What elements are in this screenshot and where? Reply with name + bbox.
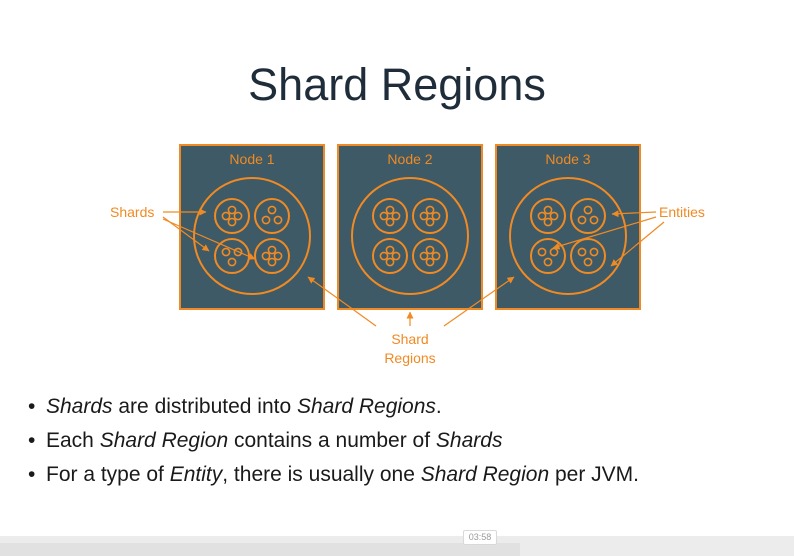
shard xyxy=(372,198,408,234)
entity xyxy=(543,257,553,267)
entity xyxy=(583,205,593,215)
bullet-item: • Shards are distributed into Shard Regio… xyxy=(28,395,442,418)
entity xyxy=(267,205,277,215)
slide-title: Shard Regions xyxy=(248,59,546,110)
shards-arrow-3 xyxy=(162,218,256,260)
shard xyxy=(570,238,606,274)
entity xyxy=(379,251,389,261)
shard-region xyxy=(351,177,469,295)
shards-label: Shards xyxy=(110,204,154,220)
shard xyxy=(570,198,606,234)
entity xyxy=(577,215,587,225)
entity xyxy=(379,211,389,221)
bullet-run: Shards xyxy=(46,395,113,418)
bullet-run: Entity xyxy=(169,463,223,486)
bullet-run: Each xyxy=(46,429,100,452)
entity xyxy=(589,247,599,257)
node-box xyxy=(337,144,483,310)
entity xyxy=(431,251,441,261)
entity xyxy=(425,205,435,215)
entity xyxy=(549,211,559,221)
entity xyxy=(425,217,435,227)
entity xyxy=(431,211,441,221)
shard-region xyxy=(193,177,311,295)
shard-regions-label-line1: Shard xyxy=(391,331,428,347)
entity xyxy=(227,205,237,215)
node-2: Node 2 xyxy=(337,144,483,310)
shard-regions-label-line2: Regions xyxy=(384,350,435,366)
node-1: Node 1 xyxy=(179,144,325,310)
shard xyxy=(530,198,566,234)
entity xyxy=(577,247,587,257)
entity xyxy=(267,257,277,267)
entity xyxy=(227,257,237,267)
shard xyxy=(254,198,290,234)
shard-region xyxy=(509,177,627,295)
entity xyxy=(419,251,429,261)
entity xyxy=(543,205,553,215)
entity xyxy=(391,251,401,261)
bullet-run: contains a number of xyxy=(228,429,436,452)
bullet-run: , there is usually one xyxy=(222,463,421,486)
entity xyxy=(425,257,435,267)
bullet-item: • Each Shard Region contains a number of … xyxy=(28,429,503,452)
entity xyxy=(583,257,593,267)
video-progress-bar[interactable] xyxy=(0,536,794,556)
entities-arrow-1 xyxy=(611,210,657,218)
timestamp-tooltip: 03:58 xyxy=(463,530,497,545)
entity xyxy=(233,211,243,221)
entities-label: Entities xyxy=(659,204,705,220)
entity xyxy=(273,215,283,225)
node-3: Node 3 xyxy=(495,144,641,310)
bullet-run: Shard Regions xyxy=(296,395,436,418)
entities-arrow-3 xyxy=(610,221,665,267)
entity xyxy=(425,245,435,255)
entity xyxy=(261,215,271,225)
bullet-list: • Shards are distributed into Shard Regio… xyxy=(28,390,639,492)
node-label: Node 1 xyxy=(229,151,274,167)
entity xyxy=(385,205,395,215)
entity xyxy=(233,247,243,257)
entity xyxy=(221,211,231,221)
bullet-text: Each Shard Region contains a number of S… xyxy=(46,429,502,452)
entity xyxy=(391,211,401,221)
entity xyxy=(385,217,395,227)
entity xyxy=(227,217,237,227)
shard xyxy=(412,198,448,234)
bullet-run: . xyxy=(435,395,442,418)
node-box xyxy=(495,144,641,310)
bullet-run: are distributed into xyxy=(112,395,297,418)
entity xyxy=(419,211,429,221)
entity xyxy=(267,245,277,255)
regions-arrow-left xyxy=(307,276,377,327)
entity xyxy=(589,215,599,225)
bullet-run: For a type of xyxy=(46,463,170,486)
entities-arrow-2 xyxy=(552,216,657,250)
entity xyxy=(385,257,395,267)
shard xyxy=(214,198,250,234)
shard-regions-diagram: Node 1 Node 2 Node 3 Shards Entities Shard… xyxy=(110,144,705,366)
bullet-text: For a type of Entity, there is usually o… xyxy=(46,463,639,486)
progress-fill xyxy=(0,543,520,556)
bullet-run: Shards xyxy=(435,429,503,452)
entity xyxy=(273,251,283,261)
node-label: Node 2 xyxy=(387,151,432,167)
shard xyxy=(412,238,448,274)
node-box xyxy=(179,144,325,310)
entity xyxy=(221,247,231,257)
bullet-item: • For a type of Entity, there is usually … xyxy=(28,463,639,486)
shard xyxy=(372,238,408,274)
entity xyxy=(261,251,271,261)
entity xyxy=(537,211,547,221)
shard xyxy=(530,238,566,274)
regions-arrow-right xyxy=(443,276,515,327)
bullet-run: Shard Region xyxy=(420,463,550,486)
node-label: Node 3 xyxy=(545,151,590,167)
bullet-run: Shard Region xyxy=(99,429,229,452)
entity xyxy=(543,217,553,227)
bullet-run: per JVM. xyxy=(549,463,639,486)
bullet-text: Shards are distributed into Shard Region… xyxy=(46,395,442,418)
entity xyxy=(385,245,395,255)
entity xyxy=(537,247,547,257)
